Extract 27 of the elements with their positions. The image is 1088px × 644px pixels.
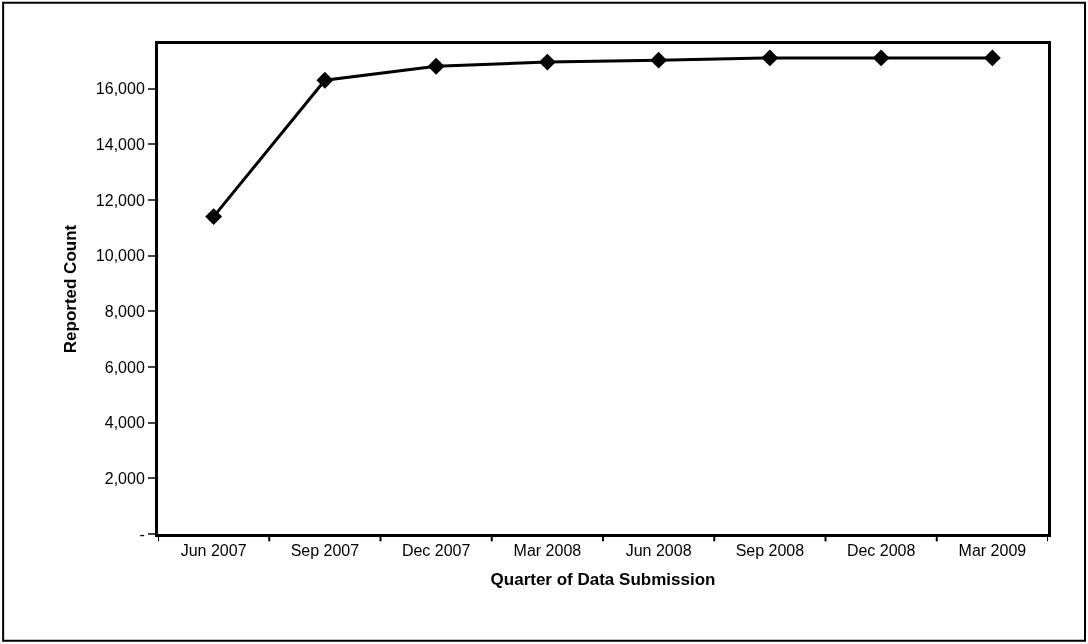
point (872, 49, 890, 67)
point (983, 49, 1001, 67)
x-tick-label: Jun 2007 (180, 542, 247, 560)
point (650, 51, 668, 69)
point (316, 71, 334, 89)
y-tick-label: 8,000 (104, 302, 145, 320)
x-tick-label: Mar 2009 (958, 542, 1027, 560)
point (205, 208, 223, 226)
y-tick-label: 6,000 (104, 358, 145, 376)
x-tick-label: Dec 2008 (846, 542, 916, 560)
y-tick-label: 10,000 (95, 247, 145, 265)
x-tick-label: Dec 2007 (401, 542, 471, 560)
point (427, 57, 445, 75)
y-tick-label: 12,000 (95, 191, 145, 209)
y-tick-label: 16,000 (95, 80, 145, 98)
y-tick-label: - (139, 525, 145, 543)
y-tick-label: 4,000 (104, 414, 145, 432)
y-tick-label: 14,000 (95, 135, 145, 153)
point (538, 53, 556, 71)
x-tick-label: Sep 2007 (290, 542, 360, 560)
y-tick-label: 2,000 (104, 469, 145, 487)
x-axis-title: Quarter of Data Submission (490, 569, 716, 589)
y-axis-title: Reported Count (61, 224, 81, 354)
point (761, 49, 779, 67)
x-tick-label: Mar 2008 (513, 542, 582, 560)
x-tick-label: Sep 2008 (735, 542, 805, 560)
x-tick-label: Jun 2008 (625, 542, 692, 560)
